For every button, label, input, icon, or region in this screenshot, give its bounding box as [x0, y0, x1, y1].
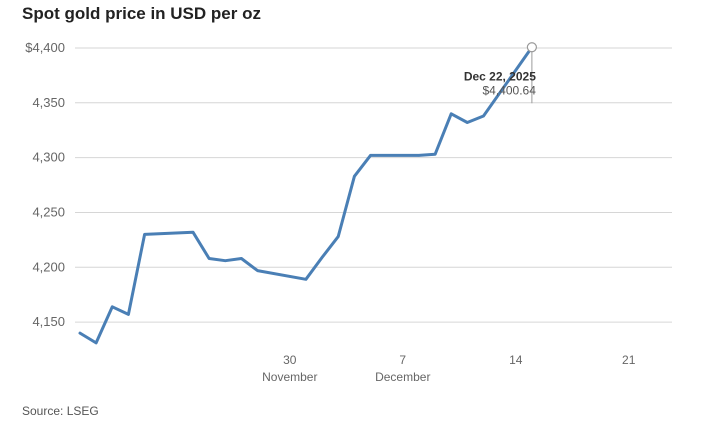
- data-point: [320, 256, 324, 259]
- y-axis-ticks: $4,400 4,350 4,300 4,250 4,200 4,150: [25, 40, 65, 329]
- x-tick-label: 30: [283, 353, 297, 367]
- y-tick-label: $4,400: [25, 40, 65, 55]
- annotation-marker: [526, 42, 537, 53]
- y-tick-label: 4,200: [32, 259, 65, 274]
- x-axis-ticks: 30 November 7 December 14 21: [262, 353, 636, 384]
- series-layer: [78, 45, 534, 345]
- data-point: [353, 175, 356, 178]
- annotation-layer: Dec 22, 2025$4,400.64: [464, 42, 537, 104]
- data-point: [224, 259, 227, 262]
- line-chart: $4,400 4,350 4,300 4,250 4,200 4,150 30 Novemb…: [25, 40, 672, 384]
- y-tick-label: 4,300: [32, 150, 65, 165]
- data-point: [337, 235, 340, 238]
- x-tick-label: 7: [399, 353, 406, 367]
- data-point: [433, 153, 437, 156]
- chart-title: Spot gold price in USD per oz: [22, 4, 261, 23]
- data-point: [78, 331, 82, 335]
- data-point: [449, 112, 453, 115]
- x-tick-month-label: November: [262, 370, 317, 384]
- source-note: Source: LSEG: [22, 404, 99, 418]
- data-point: [191, 230, 195, 234]
- y-tick-label: 4,250: [32, 204, 65, 219]
- x-tick-label: 14: [509, 353, 523, 367]
- data-point: [143, 233, 146, 236]
- data-point: [482, 114, 485, 118]
- data-point: [466, 121, 469, 124]
- data-point: [256, 269, 259, 272]
- gridlines: [75, 47, 672, 323]
- y-tick-label: 4,350: [32, 95, 65, 110]
- data-point: [240, 257, 243, 260]
- x-tick-label: 21: [622, 353, 636, 367]
- data-point: [369, 154, 372, 157]
- x-tick-month-label: December: [375, 370, 430, 384]
- annotation-value: $4,400.64: [482, 83, 536, 97]
- data-point: [207, 257, 211, 260]
- data-point: [94, 341, 98, 345]
- y-tick-label: 4,150: [32, 314, 65, 329]
- annotation-date: Dec 22, 2025: [464, 69, 536, 83]
- data-point: [304, 278, 308, 281]
- data-point: [417, 154, 421, 157]
- data-point: [111, 305, 114, 308]
- data-point: [127, 313, 130, 316]
- series-line: [78, 45, 534, 345]
